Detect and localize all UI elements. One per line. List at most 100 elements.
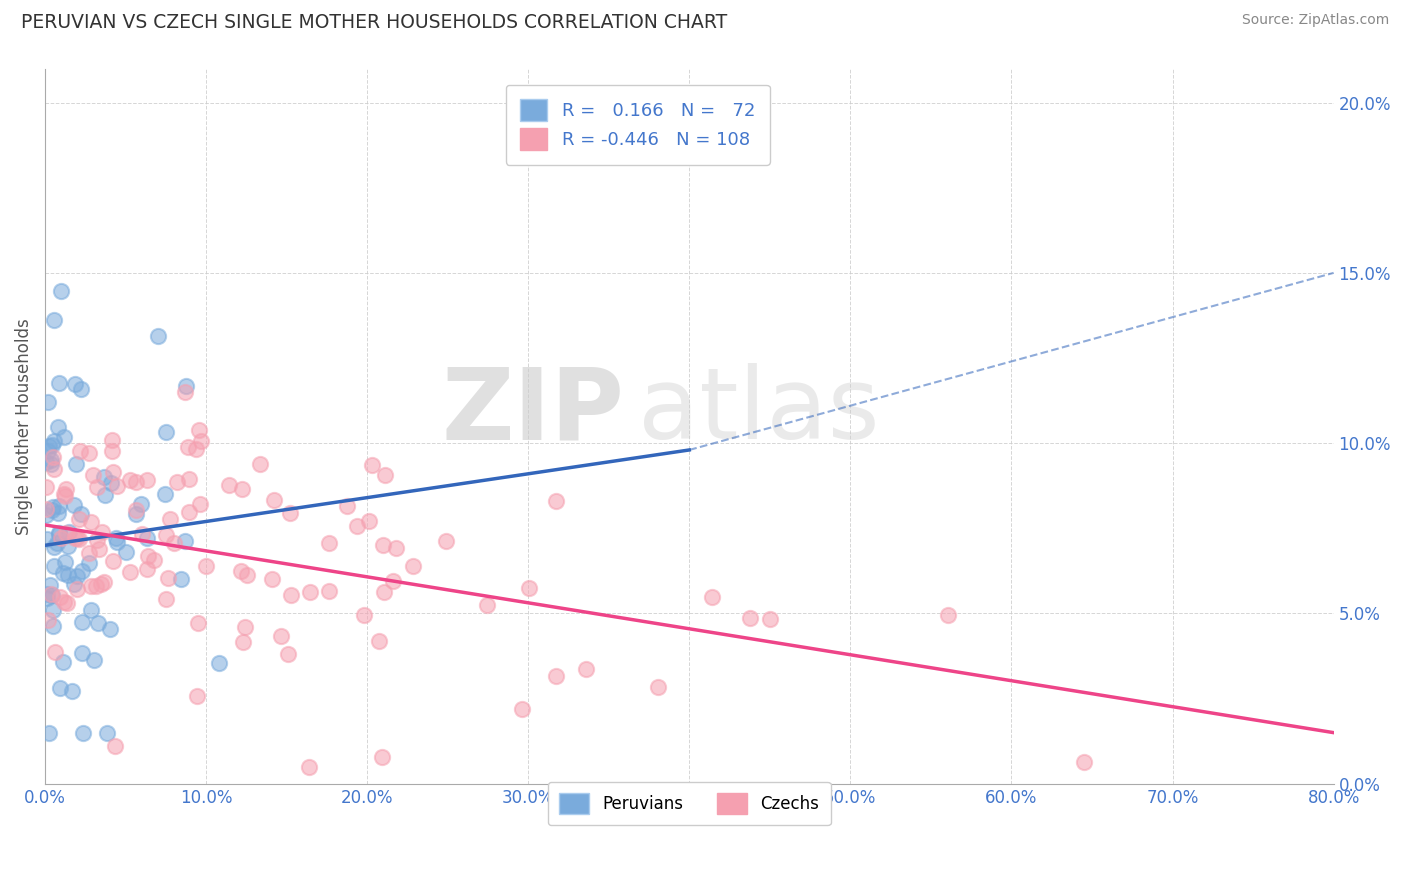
- Point: [42, 559, 65, 574]
- Point: [45, 536, 67, 550]
- Point: [42, 462, 65, 476]
- Point: [42, 619, 65, 633]
- Point: [118, 565, 141, 579]
- Point: [55, 596, 77, 610]
- Point: [38, 439, 60, 453]
- Point: [72, 725, 94, 739]
- Point: [35, 591, 58, 605]
- Point: [60, 683, 83, 698]
- Point: [80, 603, 103, 617]
- Point: [100, 476, 122, 491]
- Point: [280, 588, 302, 602]
- Point: [187, 616, 209, 631]
- Point: [46, 506, 69, 520]
- Point: [101, 465, 124, 479]
- Point: [66, 531, 89, 545]
- Point: [80, 579, 103, 593]
- Point: [93, 574, 115, 589]
- Point: [52, 595, 75, 609]
- Point: [35, 480, 58, 494]
- Point: [39, 587, 62, 601]
- Point: [44, 434, 66, 449]
- Point: [42, 603, 65, 617]
- Point: [63, 498, 86, 512]
- Point: [146, 329, 169, 343]
- Point: [155, 425, 177, 440]
- Point: [48, 526, 70, 541]
- Point: [80, 515, 103, 529]
- Point: [77, 556, 100, 570]
- Point: [39, 457, 62, 471]
- Point: [270, 629, 292, 643]
- Point: [118, 473, 141, 487]
- Point: [37, 444, 59, 458]
- Point: [544, 669, 567, 683]
- Point: [374, 467, 396, 482]
- Point: [177, 473, 200, 487]
- Point: [53, 555, 76, 569]
- Point: [98, 622, 121, 636]
- Point: [229, 564, 252, 578]
- Point: [231, 482, 253, 496]
- Point: [373, 538, 395, 552]
- Point: [48, 376, 70, 391]
- Point: [143, 553, 166, 567]
- Point: [153, 487, 176, 501]
- Text: PERUVIAN VS CZECH SINGLE MOTHER HOUSEHOLDS CORRELATION CHART: PERUVIAN VS CZECH SINGLE MOTHER HOUSEHOL…: [21, 13, 727, 32]
- Point: [42, 540, 65, 554]
- Point: [263, 493, 285, 508]
- Text: Source: ZipAtlas.com: Source: ZipAtlas.com: [1241, 13, 1389, 28]
- Point: [87, 616, 110, 631]
- Point: [758, 611, 780, 625]
- Point: [87, 542, 110, 557]
- Point: [91, 524, 114, 539]
- Text: ZIP: ZIP: [441, 363, 624, 460]
- Point: [52, 566, 75, 581]
- Point: [53, 487, 76, 501]
- Point: [65, 457, 87, 471]
- Point: [46, 419, 69, 434]
- Point: [105, 535, 128, 549]
- Point: [136, 474, 159, 488]
- Point: [188, 497, 211, 511]
- Point: [517, 582, 540, 596]
- Point: [138, 549, 160, 563]
- Point: [208, 656, 231, 670]
- Point: [361, 458, 384, 473]
- Point: [700, 590, 723, 604]
- Point: [125, 475, 148, 490]
- Point: [55, 525, 77, 540]
- Point: [100, 433, 122, 447]
- Point: [936, 607, 959, 622]
- Point: [166, 475, 188, 490]
- Point: [233, 620, 256, 634]
- Point: [346, 519, 368, 533]
- Point: [44, 645, 66, 659]
- Point: [174, 533, 197, 548]
- Point: [125, 503, 148, 517]
- Point: [83, 653, 105, 667]
- Point: [103, 554, 125, 568]
- Point: [70, 646, 93, 660]
- Point: [67, 532, 90, 546]
- Point: [94, 488, 117, 502]
- Point: [96, 725, 118, 739]
- Text: atlas: atlas: [638, 363, 879, 460]
- Point: [39, 453, 62, 467]
- Point: [371, 750, 394, 764]
- Point: [48, 500, 70, 514]
- Point: [104, 532, 127, 546]
- Point: [63, 531, 86, 545]
- Point: [86, 480, 108, 494]
- Point: [82, 468, 104, 483]
- Point: [336, 499, 359, 513]
- Point: [84, 579, 107, 593]
- Point: [477, 598, 499, 612]
- Point: [195, 559, 218, 574]
- Point: [169, 573, 191, 587]
- Point: [131, 497, 153, 511]
- Point: [353, 607, 375, 622]
- Point: [218, 478, 240, 492]
- Point: [131, 527, 153, 541]
- Point: [1073, 755, 1095, 769]
